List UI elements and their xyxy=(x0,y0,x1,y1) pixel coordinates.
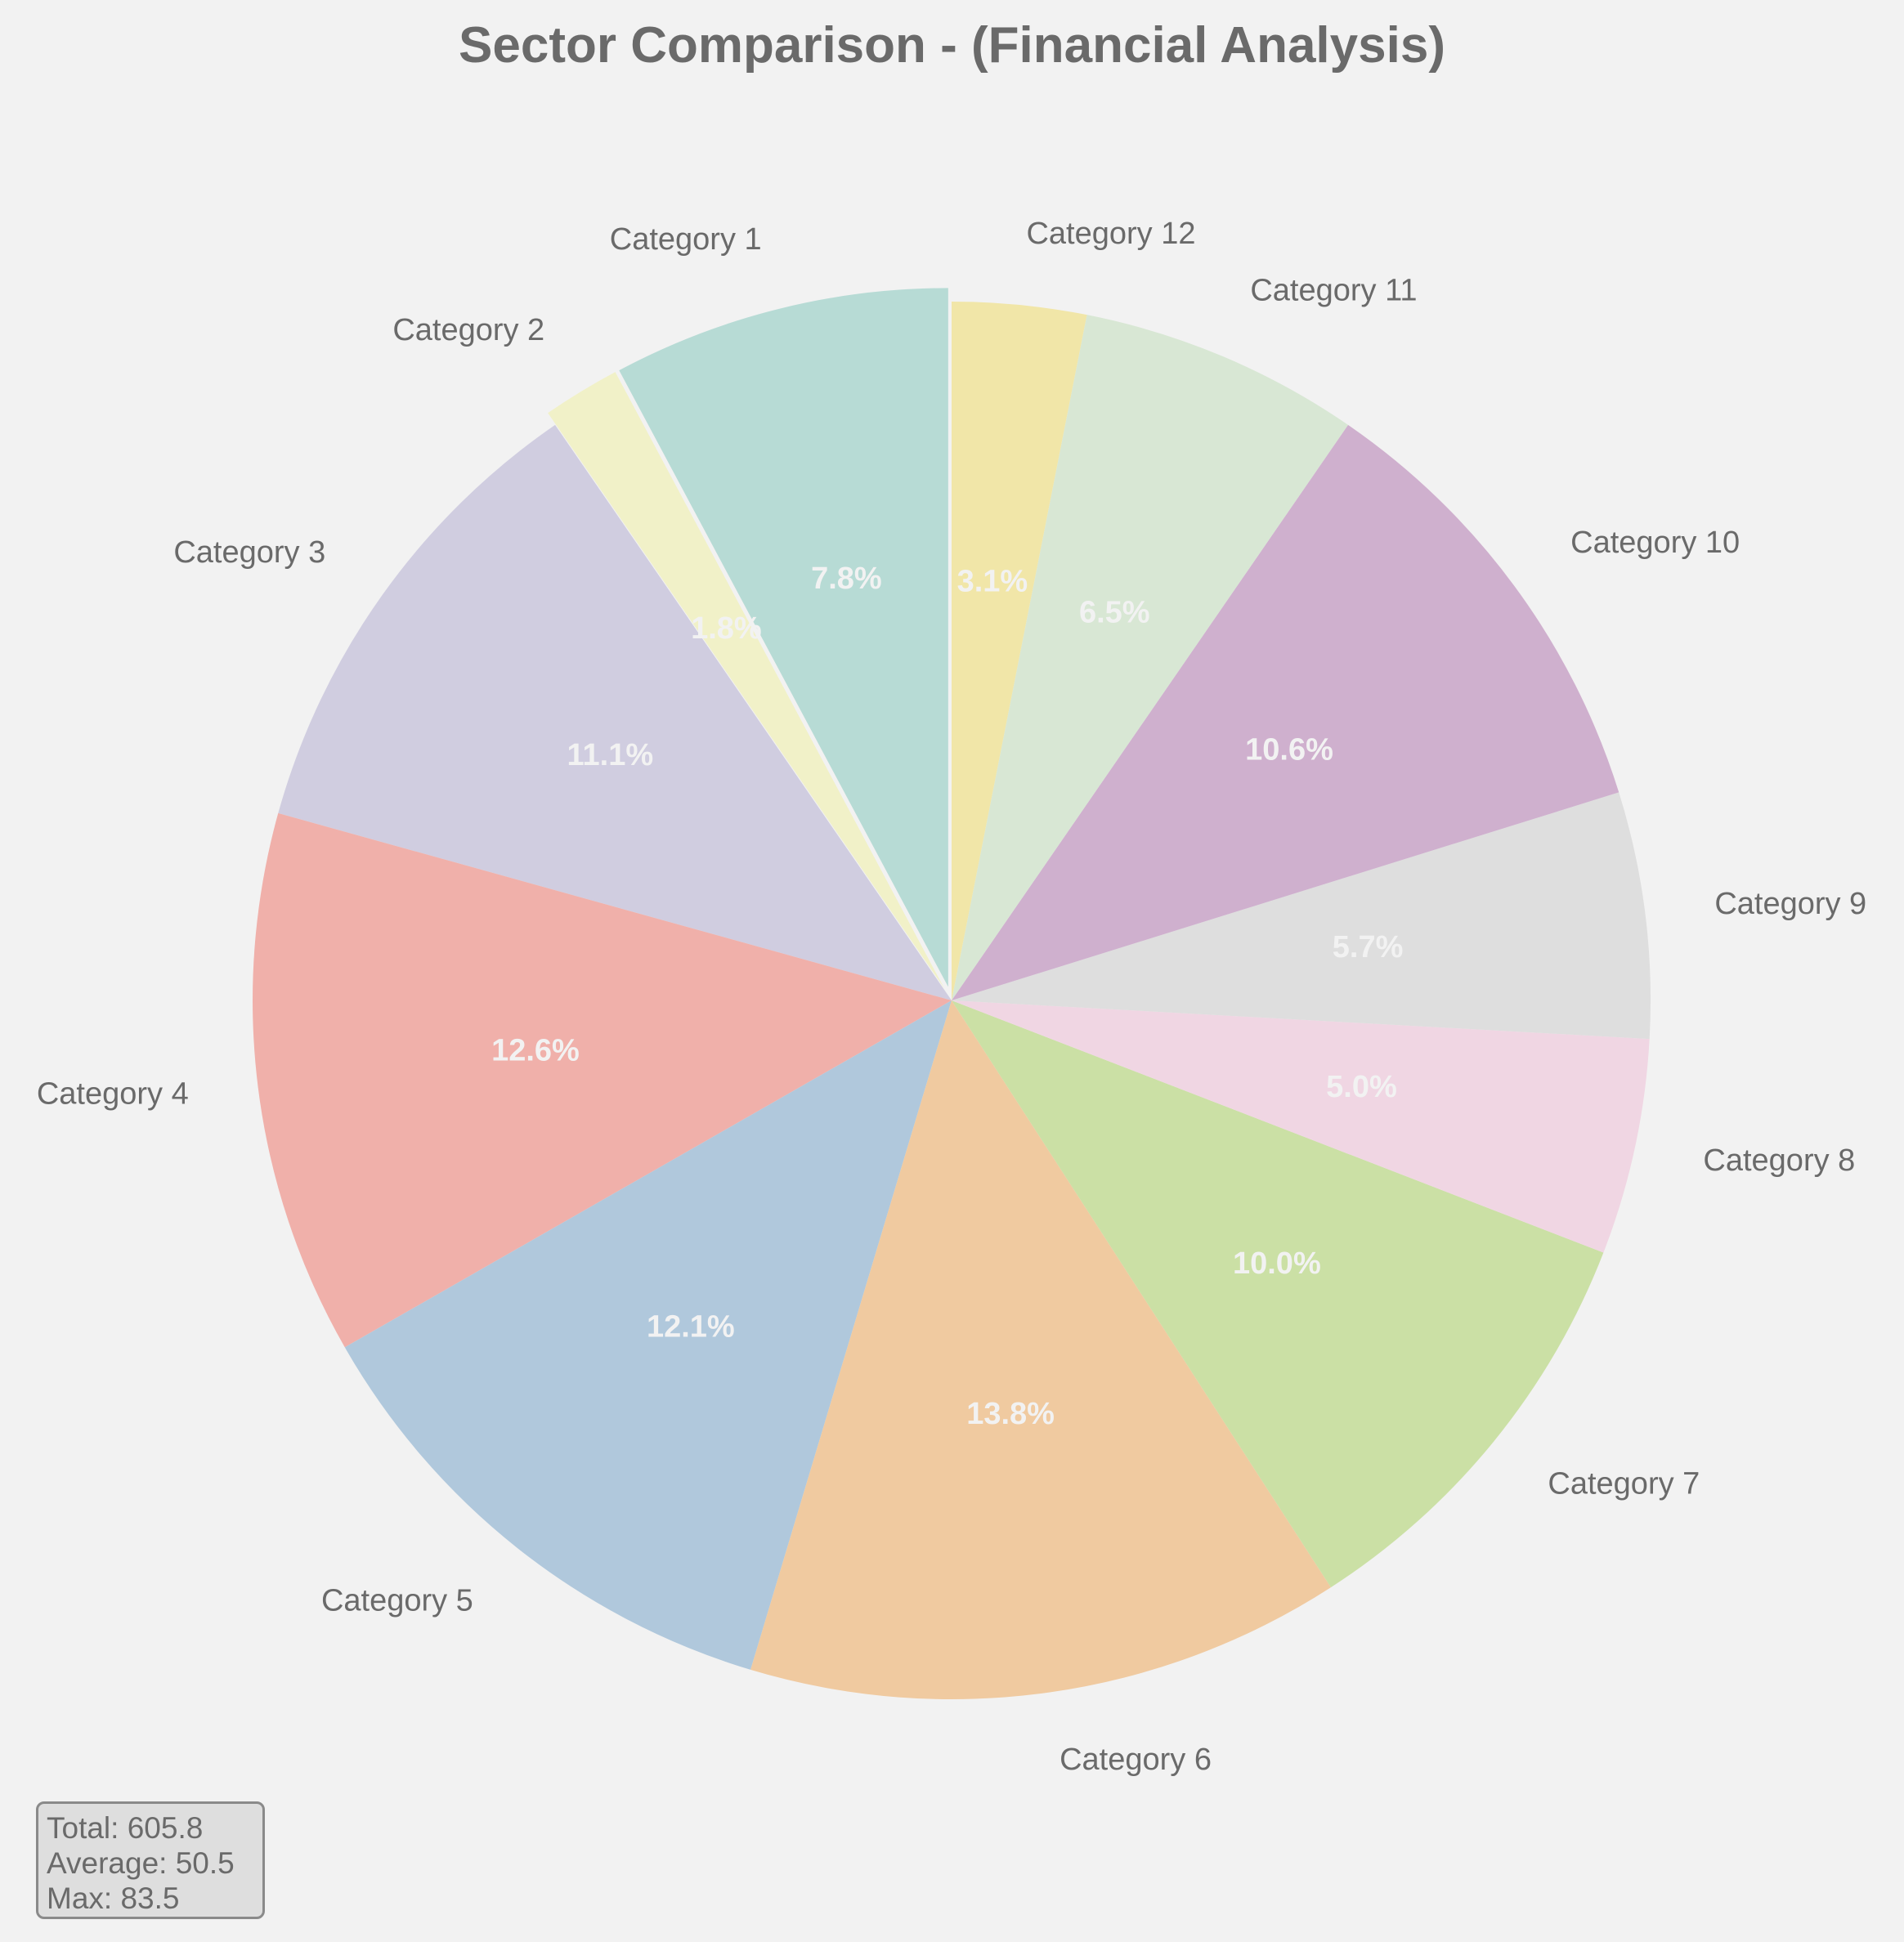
slice-percent-5: 12.1% xyxy=(647,1310,735,1345)
slice-label-4: Category 4 xyxy=(37,1076,189,1111)
slice-percent-7: 10.0% xyxy=(1233,1246,1321,1281)
slice-label-10: Category 10 xyxy=(1570,526,1740,560)
chart-title: Sector Comparison - (Financial Analysis) xyxy=(459,17,1445,74)
slice-percent-1: 7.8% xyxy=(811,562,882,596)
pie-slice-8 xyxy=(952,1000,1650,1253)
stats-total: Total: 605.8 xyxy=(47,1811,204,1845)
pie-slice-5 xyxy=(344,1000,952,1670)
slice-percent-6: 13.8% xyxy=(966,1397,1055,1431)
slice-percent-10: 10.6% xyxy=(1245,733,1333,767)
stats-max: Max: 83.5 xyxy=(47,1882,180,1915)
slice-label-3: Category 3 xyxy=(173,535,325,570)
slice-percent-4: 12.6% xyxy=(491,1034,580,1068)
pie-slice-9 xyxy=(952,792,1651,1040)
pie-labels: Category 1 7.8% Category 2 1.8% Category 3 11… xyxy=(37,217,1866,1777)
slice-percent-2: 1.8% xyxy=(691,611,762,646)
stats-box: Total: 605.8 Average: 50.5 Max: 83.5 xyxy=(36,1801,265,1919)
pie-slice-2 xyxy=(548,372,945,989)
pie-slice-1 xyxy=(619,288,948,987)
slice-label-8: Category 8 xyxy=(1703,1143,1855,1178)
slice-label-5: Category 5 xyxy=(321,1583,473,1618)
slice-percent-11: 6.5% xyxy=(1079,595,1150,629)
pie-slice-10 xyxy=(952,424,1620,1000)
pie-slice-11 xyxy=(952,315,1348,1000)
stats-average: Average: 50.5 xyxy=(47,1846,235,1880)
pie-slice-6 xyxy=(750,1000,1331,1699)
slice-percent-8: 5.0% xyxy=(1326,1070,1397,1104)
slice-label-7: Category 7 xyxy=(1548,1467,1700,1501)
pie-slice-3 xyxy=(278,424,952,1000)
pie-slices xyxy=(253,288,1651,1699)
slice-label-2: Category 2 xyxy=(392,313,544,347)
slice-label-12: Category 12 xyxy=(1026,217,1195,251)
slice-percent-12: 3.1% xyxy=(957,564,1028,598)
slice-label-6: Category 6 xyxy=(1060,1743,1212,1777)
pie-slice-7 xyxy=(952,1000,1604,1588)
pie-slice-4 xyxy=(253,812,952,1348)
pie-slice-12 xyxy=(952,302,1087,1000)
slice-label-9: Category 9 xyxy=(1714,887,1866,921)
slice-label-1: Category 1 xyxy=(610,222,762,257)
slice-percent-9: 5.7% xyxy=(1333,930,1404,964)
slice-label-11: Category 11 xyxy=(1250,273,1417,307)
slice-percent-3: 11.1% xyxy=(567,738,653,772)
